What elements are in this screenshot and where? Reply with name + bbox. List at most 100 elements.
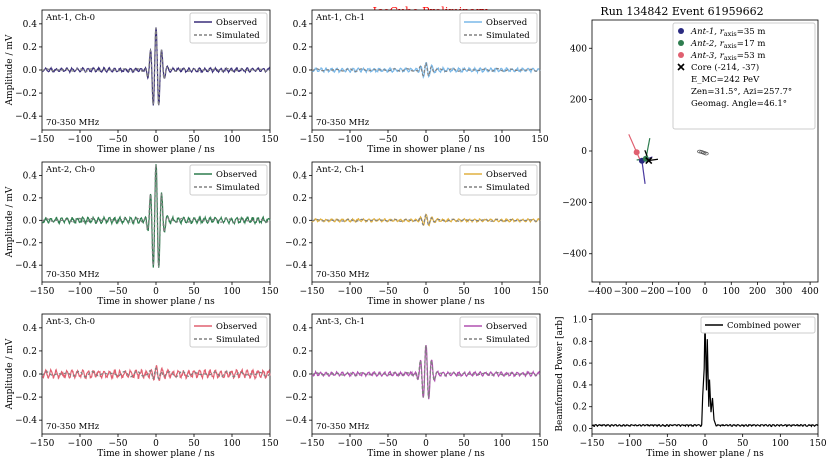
x-tick-label: 0 [423,439,429,449]
panel-ant3ch0: −150 −100 −50 0 50 100 150 −0.4 −0.2 0.0 0.2 0.4 Tim… [5,313,279,459]
simulated-series-line [311,62,541,77]
legend-box [700,316,816,334]
x-tick-label: −150 [580,439,605,449]
observed-series-line [41,27,271,106]
simulated-series-line [41,367,271,380]
panel-label: Ant-3, Ch-1 [315,317,365,327]
y-tick-label: 200 [570,96,587,106]
x-tick-label: 150 [531,135,548,145]
y-tick-label: 0.4 [293,324,308,334]
x-tick-label: 0 [153,439,159,449]
y-tick-label: 0.2 [293,347,307,357]
y-tick-label: 0.4 [23,171,38,181]
x-tick-label: −100 [338,287,363,297]
y-tick-label: −0.2 [285,393,307,403]
x-tick-label: 300 [775,287,792,297]
legend-observed-label: Observed [216,170,258,180]
legend-antenna-label: Ant-2, raxis=17 m [690,39,765,50]
panel-power: −150 −100 −50 0 50 100 150 0.0 0.2 0.4 0.6 0.8 1.0 Ti… [555,313,827,459]
y-tick-label: 0.0 [573,425,588,435]
x-tick-label: 200 [749,287,766,297]
x-axis-label: Time in shower plane / ns [97,145,215,155]
legend-box [672,22,816,130]
y-tick-label: −0.4 [15,261,37,271]
y-tick-label: −0.4 [15,112,37,122]
y-tick-label: 0.2 [573,403,587,413]
y-tick-label: 0.4 [23,20,38,30]
x-tick-label: 50 [458,287,470,297]
x-tick-label: 100 [493,135,510,145]
y-tick-label: 0.4 [293,171,308,181]
x-tick-label: −200 [640,287,665,297]
panel-label: Ant-1, Ch-1 [315,13,365,23]
x-tick-label: −150 [30,439,55,449]
legend-observed-label: Observed [486,18,528,28]
x-tick-label: 0 [423,287,429,297]
panel-ant2ch0: −150 −100 −50 0 50 100 150 −0.4 −0.2 0.0 0.2 0.4 Tim… [5,161,279,307]
x-tick-label: 400 [802,287,819,297]
x-tick-label: 100 [772,439,789,449]
legend-power-label: Combined power [727,321,801,331]
y-tick-label: 0.6 [573,359,588,369]
x-tick-label: 0 [702,439,708,449]
x-tick-label: 100 [493,287,510,297]
x-tick-label: 150 [261,287,278,297]
legend-antenna-swatch [678,40,684,46]
y-tick-label: −0.2 [285,239,307,249]
x-tick-label: 150 [261,439,278,449]
y-tick-label: 0.0 [23,66,38,76]
x-tick-label: −300 [614,287,639,297]
x-tick-label: −100 [338,439,363,449]
polarization-arrow [648,158,659,162]
legend-simulated-label: Simulated [486,31,530,41]
simulated-series-line [311,345,541,399]
y-tick-label: −0.2 [15,89,37,99]
panel-ant3ch1: −150 −100 −50 0 50 100 150 −0.4 −0.2 0.0 0.2 0.4 Tim… [285,313,549,459]
observed-series-line [41,164,271,268]
y-tick-label: −0.4 [15,416,37,426]
y-tick-label: −0.4 [285,112,307,122]
y-axis-label: Amplitude / mV [5,34,15,106]
y-tick-label: 0.4 [293,20,308,30]
legend-observed-label: Observed [486,170,528,180]
y-tick-label: −400 [562,250,587,260]
x-tick-label: −100 [68,135,93,145]
y-tick-label: 0.0 [293,370,308,380]
x-tick-label: 50 [458,135,470,145]
x-axis-label: Time in shower plane / ns [367,145,485,155]
legend-simulated-label: Simulated [486,183,530,193]
x-tick-label: 100 [493,439,510,449]
x-tick-label: −150 [30,135,55,145]
x-tick-label: −150 [30,287,55,297]
legend-antenna-swatch [678,52,684,58]
x-tick-label: 0 [153,287,159,297]
y-tick-label: 0.2 [23,194,37,204]
y-tick-label: 1.0 [573,315,588,325]
x-tick-label: 100 [223,439,240,449]
x-tick-label: 100 [223,287,240,297]
x-tick-label: −100 [68,287,93,297]
x-axis-label: Time in shower plane / ns [97,449,215,459]
x-tick-label: 0 [423,135,429,145]
y-tick-label: −200 [562,198,587,208]
x-tick-label: 0 [702,287,708,297]
legend-simulated-label: Simulated [216,31,260,41]
panel-label: Ant-1, Ch-0 [45,13,95,23]
legend-observed-label: Observed [486,322,528,332]
x-axis-label: Time in shower plane / ns [97,297,215,307]
x-tick-label: −50 [109,287,128,297]
y-tick-label: 0.4 [23,324,38,334]
run-title: Run 134842 Event 61959662 [600,5,763,18]
band-label: 70-350 MHz [46,118,100,128]
legend-simulated-label: Simulated [486,335,530,345]
y-tick-label: 0.2 [23,347,37,357]
y-tick-label: 0.4 [573,381,588,391]
y-tick-label: 0.0 [293,216,308,226]
x-tick-label: −50 [379,287,398,297]
x-tick-label: −50 [109,135,128,145]
x-tick-label: 50 [188,287,200,297]
legend-info-line: Geomag. Angle=46.1° [691,99,787,109]
x-tick-label: −50 [379,135,398,145]
panel-label: Ant-2, Ch-0 [45,165,95,175]
